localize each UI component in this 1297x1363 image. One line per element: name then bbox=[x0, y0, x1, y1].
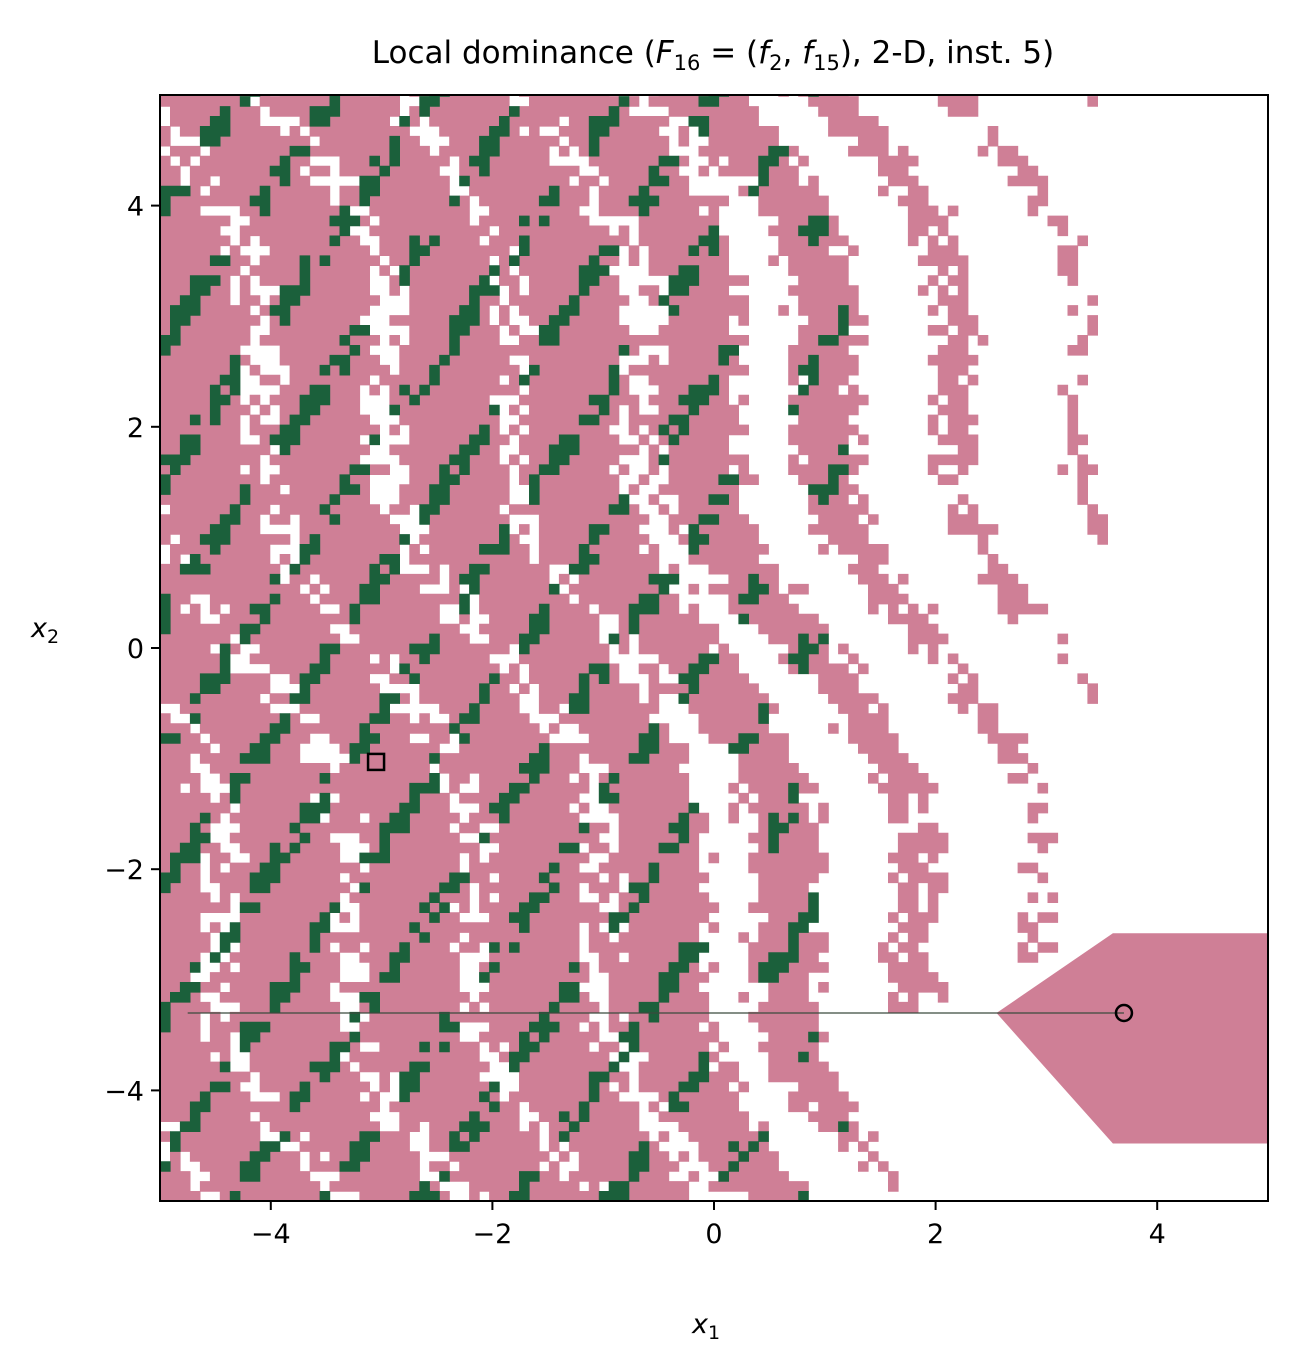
y-axis-ticks: −4 −2 0 2 4 bbox=[104, 192, 160, 1107]
dominated-regions bbox=[160, 95, 1108, 1201]
y-tick-label: −4 bbox=[104, 1076, 144, 1107]
x-axis-ticks: −4 −2 0 2 4 bbox=[251, 1201, 1166, 1250]
y-tick-label: 4 bbox=[127, 192, 144, 223]
x-tick-label: 2 bbox=[927, 1219, 944, 1250]
circle-marker bbox=[1114, 1003, 1134, 1023]
x-axis-label: x1 bbox=[691, 1309, 720, 1344]
x-tick-label: −4 bbox=[251, 1219, 291, 1250]
y-tick-label: 2 bbox=[127, 413, 144, 444]
plot-area bbox=[160, 95, 1268, 1201]
local-optimal-regions bbox=[160, 95, 849, 1201]
y-axis-label: x2 bbox=[30, 613, 59, 648]
x-tick-label: 0 bbox=[705, 1219, 722, 1250]
heatmap-cells bbox=[160, 95, 1268, 1201]
y-tick-label: 0 bbox=[127, 634, 144, 665]
chart-title: Local dominance (F16 = (f2, f15), 2-D, i… bbox=[372, 35, 1054, 75]
dominated-basin-polygon bbox=[996, 933, 1268, 1144]
x-tick-label: −2 bbox=[472, 1219, 512, 1250]
overlay-markers bbox=[187, 752, 1134, 1023]
x-tick-label: 4 bbox=[1149, 1219, 1166, 1250]
y-tick-label: −2 bbox=[104, 855, 144, 886]
square-marker bbox=[366, 752, 386, 772]
